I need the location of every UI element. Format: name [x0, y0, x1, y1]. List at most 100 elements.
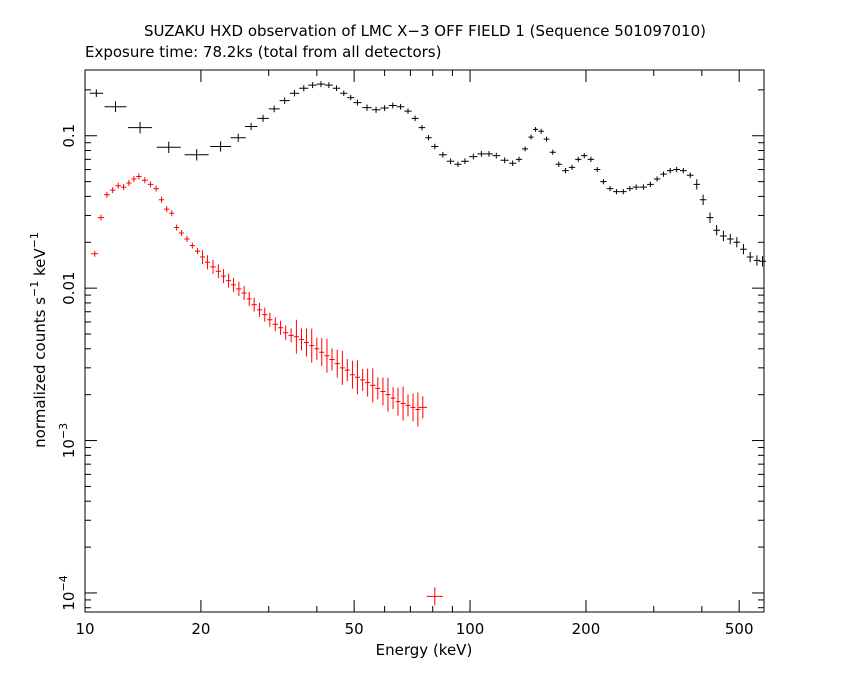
data-point — [325, 82, 333, 88]
data-point — [220, 269, 227, 284]
data-point — [115, 182, 121, 189]
data-point — [555, 161, 562, 167]
series-1 — [91, 173, 443, 606]
data-point — [706, 212, 714, 223]
data-point — [169, 210, 175, 217]
data-point — [693, 179, 701, 190]
data-point — [194, 248, 201, 255]
y-tick-label: 10−3 — [57, 423, 78, 458]
data-point — [334, 349, 340, 378]
data-series — [89, 81, 766, 606]
data-point — [500, 157, 509, 164]
data-point — [309, 328, 315, 363]
data-point — [733, 237, 741, 248]
data-point — [200, 250, 206, 265]
chart-subtitle: Exposure time: 78.2ks (total from all de… — [85, 43, 442, 61]
data-point — [283, 325, 289, 340]
data-point — [639, 184, 647, 190]
data-point — [600, 179, 607, 185]
data-point — [538, 128, 544, 134]
data-point — [454, 161, 462, 168]
data-point — [438, 151, 447, 158]
data-point — [653, 176, 661, 182]
data-point — [298, 328, 305, 351]
x-tick-label: 20 — [191, 620, 210, 638]
data-point — [660, 171, 667, 177]
data-point — [575, 156, 582, 162]
data-point — [390, 387, 396, 410]
data-point — [405, 394, 411, 417]
data-point — [686, 172, 694, 178]
y-tick-label: 10−4 — [57, 575, 78, 610]
data-point — [272, 317, 278, 332]
data-point — [230, 133, 246, 142]
data-point — [268, 105, 280, 113]
data-point — [360, 368, 366, 391]
data-point — [339, 350, 345, 385]
data-point — [316, 81, 326, 88]
data-point — [109, 187, 116, 194]
data-point — [256, 302, 263, 317]
data-point — [425, 135, 432, 141]
series-0 — [89, 81, 766, 267]
axis-tick-labels: 10 20 50 100 200 500 10−4 10−3 0.01 0.1 — [57, 124, 754, 638]
data-point — [324, 338, 330, 373]
data-point — [332, 85, 341, 92]
data-point — [543, 136, 550, 142]
data-point — [293, 319, 299, 354]
data-point — [606, 185, 614, 192]
data-point — [415, 392, 421, 427]
data-point — [362, 104, 372, 111]
data-point — [184, 236, 190, 243]
data-point — [319, 338, 325, 367]
data-point — [626, 185, 634, 192]
x-tick-label: 500 — [725, 620, 754, 638]
data-point — [613, 188, 620, 195]
data-point — [380, 105, 389, 111]
data-point — [103, 191, 110, 198]
data-point — [418, 396, 428, 419]
data-point — [410, 393, 416, 422]
data-point — [344, 359, 350, 382]
data-point — [594, 166, 601, 173]
data-point — [174, 224, 180, 231]
data-point — [251, 297, 257, 312]
data-point — [753, 255, 761, 266]
data-point — [411, 115, 419, 122]
data-point — [241, 285, 247, 300]
data-point — [426, 587, 443, 606]
data-point — [371, 106, 381, 113]
data-point — [461, 158, 469, 165]
data-point — [404, 108, 412, 114]
data-point — [236, 281, 242, 296]
data-point — [189, 242, 195, 249]
y-axis-label: normalized counts s−1 keV−1 — [28, 232, 49, 448]
data-point — [104, 101, 127, 113]
x-tick-label: 50 — [345, 620, 364, 638]
data-point — [226, 273, 232, 288]
y-tick-label: 0.1 — [60, 124, 78, 148]
data-point — [308, 82, 317, 89]
data-point — [299, 85, 309, 92]
data-point — [509, 160, 517, 166]
data-point — [267, 312, 273, 327]
data-point — [215, 264, 221, 279]
data-point — [329, 348, 335, 371]
data-point — [210, 141, 231, 152]
data-point — [726, 233, 734, 245]
data-point — [477, 151, 486, 157]
data-point — [120, 184, 127, 191]
data-point — [562, 168, 569, 174]
data-point — [141, 177, 148, 184]
data-point — [156, 141, 181, 153]
data-point — [89, 89, 104, 98]
data-point — [277, 320, 284, 335]
data-point — [528, 134, 534, 140]
data-point — [431, 143, 439, 150]
chart-title: SUZAKU HXD observation of LMC X−3 OFF FI… — [144, 22, 706, 40]
data-point — [257, 114, 269, 122]
data-point — [515, 156, 523, 162]
data-point — [349, 360, 355, 389]
data-point — [699, 194, 707, 205]
